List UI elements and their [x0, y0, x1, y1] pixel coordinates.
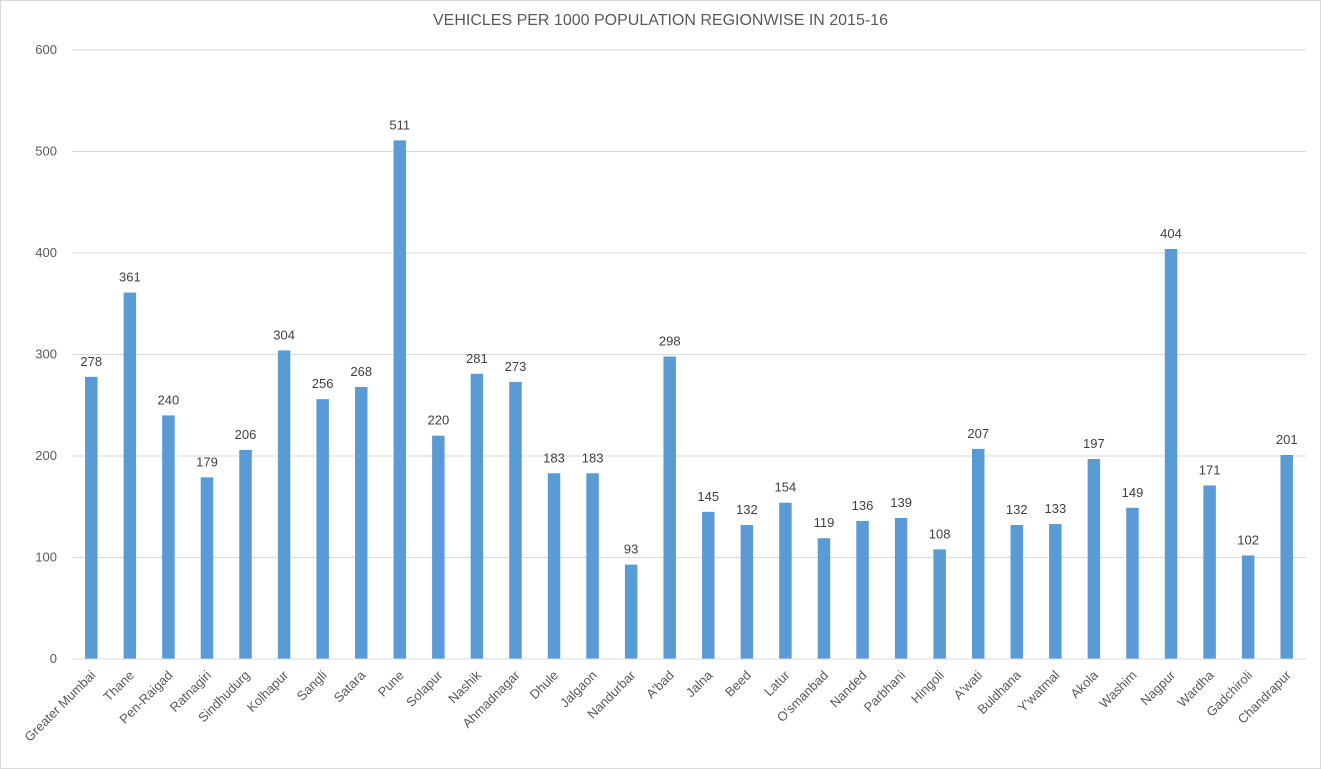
bar: [123, 292, 137, 659]
data-label: 511: [389, 117, 410, 132]
bar: [894, 517, 908, 659]
bar: [1087, 459, 1101, 659]
y-tick-label: 0: [50, 651, 57, 666]
bar: [779, 502, 792, 659]
bar: [933, 549, 946, 659]
x-axis-ticks: Greater Mumbai ThanePen-RaigadRatnagiriSi…: [21, 667, 1294, 745]
bar: [509, 381, 522, 659]
data-label: 102: [1237, 532, 1259, 547]
data-labels: 278 361 240 179 206 304 256 268 511 220 281 273 183 1…: [80, 117, 1297, 556]
bar: [971, 448, 985, 659]
bar: [586, 473, 599, 659]
data-label: 132: [1006, 502, 1028, 517]
x-tick-label: Buldhana: [974, 667, 1024, 717]
bar: [354, 386, 368, 659]
y-tick-label: 300: [35, 347, 57, 362]
bar: [1280, 454, 1293, 659]
bar: [817, 538, 831, 659]
bar: [316, 399, 329, 659]
data-label: 145: [697, 489, 719, 504]
bar: [1203, 485, 1216, 659]
x-tick-label: Nagpur: [1137, 667, 1178, 708]
data-label: 206: [235, 427, 257, 442]
data-label: 136: [852, 498, 874, 513]
bar: [239, 449, 252, 659]
bar: [624, 564, 638, 659]
data-label: 298: [659, 334, 681, 349]
bar: [470, 373, 484, 659]
data-label: 361: [119, 270, 141, 285]
bar: [1164, 248, 1178, 659]
data-label: 179: [196, 454, 218, 469]
x-tick-label: A'bad: [643, 668, 677, 702]
x-tick-label: Washim: [1096, 668, 1139, 711]
y-axis-ticks: 0 100 200 300 400 500 600: [35, 42, 57, 666]
y-tick-label: 400: [35, 245, 57, 260]
data-label: 108: [929, 526, 951, 541]
data-label: 197: [1083, 436, 1105, 451]
bar: [162, 415, 175, 659]
x-tick-label: Dhule: [527, 668, 562, 703]
data-label: 404: [1160, 226, 1182, 241]
x-tick-label: Parbhani: [861, 667, 908, 714]
data-label: 220: [427, 413, 449, 428]
bar: [393, 140, 407, 659]
x-tick-label: Beed: [722, 668, 754, 700]
x-tick-label: Hingoli: [908, 667, 947, 706]
bar: [702, 511, 715, 659]
x-tick-label: Jalna: [683, 667, 716, 700]
data-label: 273: [505, 359, 527, 374]
x-tick-label: Solapur: [403, 667, 446, 710]
bar: [547, 473, 561, 659]
bar: [856, 520, 869, 659]
data-label: 240: [158, 392, 180, 407]
data-label: 171: [1199, 462, 1221, 477]
data-label: 183: [543, 450, 565, 465]
data-label: 183: [582, 450, 604, 465]
x-tick-label: Akola: [1067, 667, 1101, 701]
y-tick-label: 600: [35, 42, 57, 57]
bar: [277, 350, 291, 659]
data-label: 201: [1276, 432, 1298, 447]
y-tick-label: 500: [35, 144, 57, 159]
x-tick-label: Greater Mumbai: [21, 667, 98, 744]
x-tick-label: Satara: [331, 667, 369, 705]
x-tick-label: A'wati: [950, 667, 985, 702]
y-tick-label: 200: [35, 448, 57, 463]
bar: [663, 356, 676, 659]
data-label: 207: [967, 426, 989, 441]
chart-title: VEHICLES PER 1000 POPULATION REGIONWISE …: [433, 12, 888, 29]
data-label: 304: [273, 327, 295, 342]
bar: [85, 376, 98, 659]
data-label: 154: [775, 480, 797, 495]
bar: [1049, 524, 1062, 659]
bar: [1010, 525, 1024, 659]
x-tick-label: Pune: [375, 668, 407, 700]
gridlines: [72, 49, 1306, 558]
bar: [432, 435, 445, 659]
x-tick-label: Thane: [100, 668, 137, 705]
data-label: 256: [312, 376, 334, 391]
x-tick-label: Kolhapur: [244, 667, 292, 715]
bars: [85, 140, 1293, 659]
data-label: 278: [80, 354, 102, 369]
y-tick-label: 100: [35, 550, 57, 565]
data-label: 149: [1122, 485, 1144, 500]
data-label: 139: [890, 495, 912, 510]
bar: [200, 477, 214, 659]
bar: [740, 525, 754, 659]
bar: [1126, 507, 1139, 659]
data-label: 268: [350, 364, 372, 379]
data-label: 133: [1044, 501, 1066, 516]
data-label: 132: [736, 502, 758, 517]
data-label: 93: [624, 542, 638, 557]
x-tick-label: Latur: [761, 667, 793, 699]
x-tick-label: Y'watmal: [1015, 667, 1063, 715]
bar: [1241, 555, 1255, 659]
data-label: 281: [466, 351, 488, 366]
x-tick-label: Sangli: [294, 667, 330, 703]
data-label: 119: [814, 515, 835, 530]
